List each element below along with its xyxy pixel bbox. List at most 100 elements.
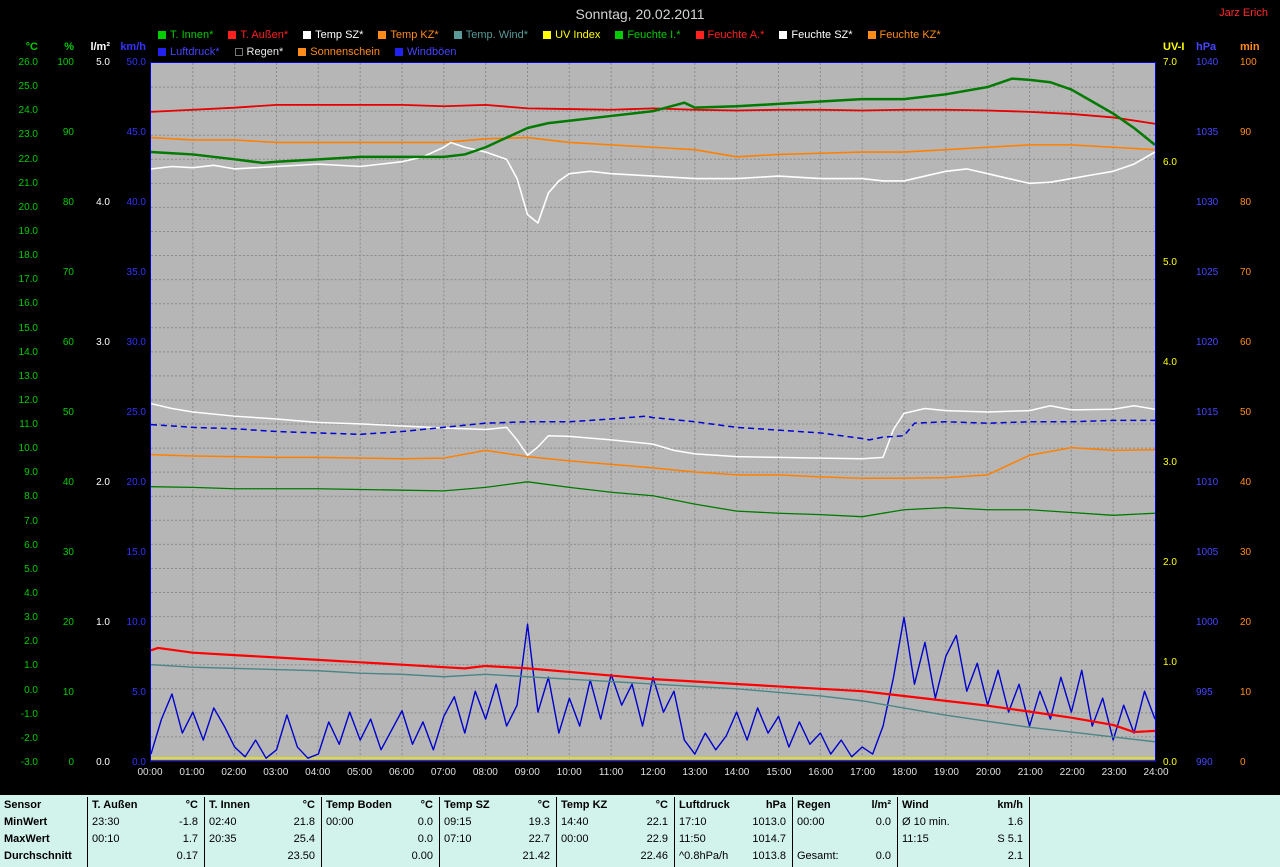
stat-time: 11:15 <box>902 833 929 845</box>
stats-cell-regen-maxwert <box>793 831 897 848</box>
legend-item-feuchte-a[interactable]: Feuchte A.* <box>695 28 765 41</box>
x-axis-tick: 09:00 <box>514 767 540 778</box>
axis-tick-min: 10 <box>1240 687 1252 698</box>
x-axis-tick: 07:00 <box>430 767 456 778</box>
stats-table: Sensor MinWert MaxWert Durchschnitt T. Außen… <box>0 795 1280 867</box>
stats-cell-temp-kz-maxwert: 00:00 22.9 <box>557 831 674 848</box>
legend-marker-temp-wind <box>453 30 462 39</box>
axis-tick-c: 3.0 <box>24 612 38 624</box>
axis-tick-kmh: 45.0 <box>126 127 146 138</box>
legend-marker-luftdruck <box>158 47 166 56</box>
axis-tick-kmh: 0.0 <box>132 757 146 768</box>
legend-label-temp-kz: Temp KZ* <box>390 28 439 41</box>
legend-item-t-aussen[interactable]: T. Außen* <box>228 29 288 41</box>
legend-item-luftdruck[interactable]: Luftdruck* <box>158 46 220 58</box>
sensor-name: Wind <box>902 799 929 811</box>
axis-tick-kmh: 35.0 <box>126 267 146 278</box>
stat-value: 2.1 <box>1007 850 1023 862</box>
axis-tick-uvi: 7.0 <box>1163 57 1177 68</box>
stats-cell-t-aussen-maxwert: 00:10 1.7 <box>88 831 204 848</box>
sensor-name: Luftdruck <box>679 799 730 811</box>
stat-value: 21.8 <box>293 816 315 828</box>
axis-tick-kmh: 15.0 <box>126 547 146 558</box>
stat-value: 22.46 <box>640 850 668 862</box>
x-axis-tick: 04:00 <box>305 767 331 778</box>
stats-cell-temp-sz-durchschnitt: 21.42 <box>440 848 556 865</box>
axis-tick-c: 18.0 <box>18 250 38 262</box>
x-axis-tick: 15:00 <box>766 767 792 778</box>
axis-tick-c: 1.0 <box>24 660 38 672</box>
legend-item-temp-kz[interactable]: Temp KZ* <box>378 28 439 41</box>
legend-label-feuchte-a: Feuchte A.* <box>707 28 765 41</box>
axis-tick-c: 23.0 <box>18 129 38 141</box>
legend-marker-feuchte-i <box>615 30 624 39</box>
legend-label-feuchte-kz: Feuchte KZ* <box>879 28 941 41</box>
legend-item-windboen[interactable]: Windböen <box>394 46 457 58</box>
sensor-unit: °C <box>537 799 550 811</box>
axis-tick-c: 16.0 <box>18 298 38 310</box>
x-axis-tick: 21:00 <box>1017 767 1043 778</box>
stats-cell-temp-boden-maxwert: 0.0 <box>322 831 439 848</box>
stat-value: 22.1 <box>646 816 668 828</box>
legend-item-sonnenschein[interactable]: Sonnenschein <box>298 46 380 58</box>
axis-tick-uvi: 1.0 <box>1163 657 1177 668</box>
axis-tick-pct: 30 <box>62 547 74 558</box>
series-feuchte-sz <box>151 402 1155 460</box>
axis-tick-lm2: 0.0 <box>96 757 110 768</box>
x-axis-tick: 11:00 <box>598 767 624 778</box>
sensor-name: T. Außen <box>92 799 138 811</box>
stat-time: 02:40 <box>209 816 237 828</box>
axis-tick-uvi: 3.0 <box>1163 457 1177 468</box>
sensor-name: Temp SZ <box>444 799 490 811</box>
stats-cell-temp-kz-durchschnitt: 22.46 <box>557 848 674 865</box>
stats-cell-regen-durchschnitt: Gesamt: 0.0 <box>793 848 897 865</box>
axis-tick-kmh: 50.0 <box>126 57 146 68</box>
legend-row-1: T. Innen* T. Außen* Temp SZ* Temp KZ* Temp. … <box>158 28 941 41</box>
stat-time: 07:10 <box>444 833 472 845</box>
legend-label-regen: Regen* <box>246 45 284 58</box>
legend-item-uv-index[interactable]: UV Index <box>543 29 600 41</box>
legend-marker-t-innen <box>158 30 166 39</box>
station-name: Jarz Erich <box>1219 7 1268 19</box>
legend-item-feuchte-sz[interactable]: Feuchte SZ* <box>779 29 853 41</box>
legend-marker-feuchte-sz <box>779 30 788 39</box>
sensor-unit: °C <box>420 799 433 811</box>
x-axis-tick: 05:00 <box>347 767 373 778</box>
stats-filler <box>1030 797 1280 867</box>
stat-value: 0.0 <box>875 850 891 862</box>
axis-tick-c: -3.0 <box>20 757 38 768</box>
stats-row-label: MaxWert <box>0 831 87 848</box>
series-t-innen <box>151 77 1155 165</box>
axis-tick-pct: 50 <box>62 407 74 418</box>
legend-item-temp-sz[interactable]: Temp SZ* <box>303 29 363 41</box>
axis-tick-c: -2.0 <box>20 732 38 744</box>
x-axis-tick: 24:00 <box>1143 767 1169 778</box>
axis-tick-hpa: 990 <box>1196 757 1213 768</box>
series-feuchte-kz <box>151 446 1155 480</box>
series-feuchte-a <box>151 103 1155 125</box>
axis-tick-uvi: 5.0 <box>1163 257 1177 268</box>
axis-tick-c: 5.0 <box>24 563 38 575</box>
series-temp-wind <box>151 663 1155 743</box>
legend-item-t-innen[interactable]: T. Innen* <box>158 29 213 41</box>
axis-tick-lm2: 3.0 <box>96 337 110 348</box>
stats-column-temp-sz: Temp SZ °C 09:15 19.3 07:10 22.7 21.42 <box>440 797 557 867</box>
stats-cell-wind-durchschnitt: 2.1 <box>898 848 1029 865</box>
stats-cell-temp-boden-minwert: 00:00 0.0 <box>322 814 439 831</box>
axis-tick-kmh: 20.0 <box>126 477 146 488</box>
stats-header-temp-kz: Temp KZ °C <box>557 797 674 814</box>
legend-label-t-aussen: T. Außen* <box>240 28 289 41</box>
axis-unit-c: °C <box>25 41 38 53</box>
stats-cell-temp-boden-durchschnitt: 0.00 <box>322 848 439 865</box>
axis-tick-hpa: 1040 <box>1196 57 1219 68</box>
legend-item-temp-wind[interactable]: Temp. Wind* <box>453 29 528 41</box>
axis-tick-min: 70 <box>1240 267 1252 278</box>
axis-tick-min: 80 <box>1240 197 1252 208</box>
legend-item-regen[interactable]: Regen* <box>234 45 284 58</box>
axis-tick-c: 24.0 <box>18 105 38 117</box>
legend-item-feuchte-kz[interactable]: Feuchte KZ* <box>867 28 941 41</box>
legend-item-feuchte-i[interactable]: Feuchte I.* <box>615 29 681 41</box>
x-axis-tick: 06:00 <box>388 767 415 778</box>
axis-tick-lm2: 5.0 <box>96 57 110 68</box>
axis-tick-min: 100 <box>1240 57 1257 68</box>
